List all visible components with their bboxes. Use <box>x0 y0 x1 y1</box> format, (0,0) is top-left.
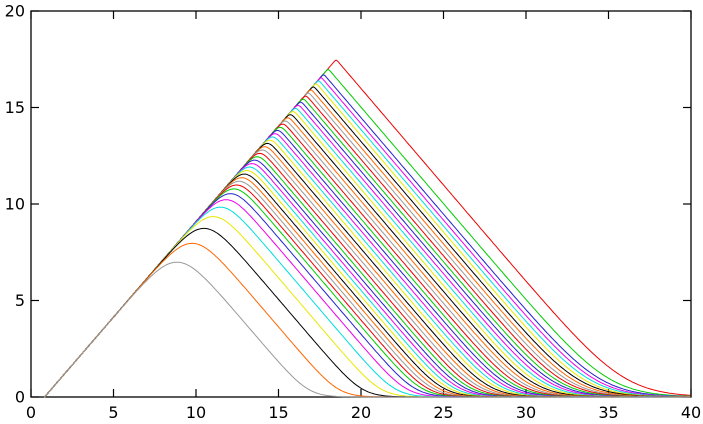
curve-27-grey <box>44 120 691 398</box>
curve-2-black <box>44 227 691 398</box>
x-tick-label: 10 <box>186 403 206 422</box>
x-tick-label: 30 <box>516 403 536 422</box>
x-tick-label: 35 <box>598 403 618 422</box>
curve-43-green <box>44 69 691 398</box>
x-tick-label: 40 <box>681 403 701 422</box>
curve-16-green <box>44 156 691 398</box>
curve-24-blue <box>44 130 691 398</box>
plot-border <box>30 10 692 398</box>
curve-40-cyan <box>44 80 691 398</box>
y-tick-label: 15 <box>5 98 25 117</box>
curve-28-orange <box>44 117 691 398</box>
y-tick-label: 0 <box>15 388 25 407</box>
curve-6-blue <box>44 193 691 398</box>
x-tick-label: 5 <box>108 403 118 422</box>
curve-12-yellow <box>44 170 691 398</box>
curve-22-cyan <box>44 136 691 398</box>
curve-26-red <box>44 123 691 398</box>
curve-44-red <box>44 59 691 398</box>
x-tick-label: 0 <box>26 403 36 422</box>
x-tick-label: 20 <box>351 403 371 422</box>
x-tick-label: 25 <box>433 403 453 422</box>
y-tick-label: 10 <box>5 195 25 214</box>
curve-0-grey <box>44 261 691 398</box>
x-tick-label: 15 <box>268 403 288 422</box>
y-tick-label: 5 <box>15 291 25 310</box>
curve-15-blue <box>44 159 691 398</box>
curve-4-cyan <box>44 206 691 398</box>
curve-13-cyan <box>44 166 691 398</box>
curve-20-black <box>44 142 691 398</box>
curve-34-green <box>44 98 691 398</box>
curve-38-black <box>44 86 691 398</box>
y-tick-label: 20 <box>5 2 25 21</box>
curve-42-blue <box>44 74 691 398</box>
